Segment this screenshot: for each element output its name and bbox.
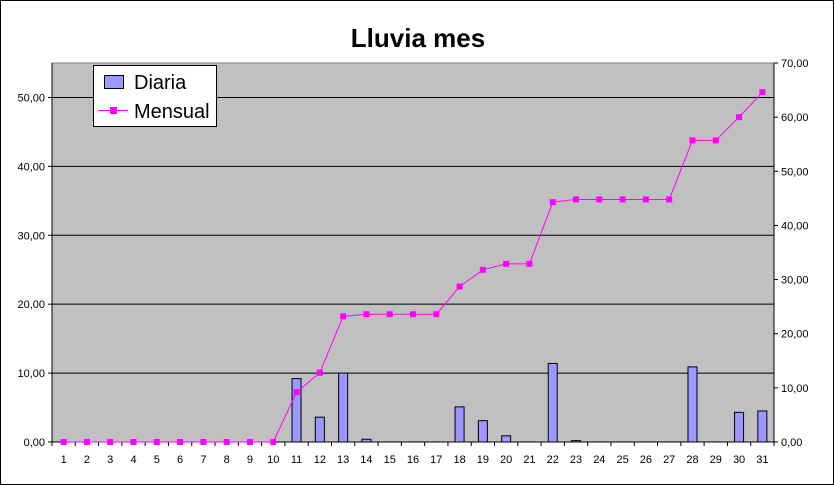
x-tick-label: 21 bbox=[523, 454, 535, 466]
bar-diaria bbox=[757, 410, 768, 443]
point-mensual bbox=[200, 439, 207, 445]
x-tick-label: 8 bbox=[224, 454, 230, 466]
x-tick-label: 15 bbox=[384, 454, 396, 466]
x-tick-label: 30 bbox=[733, 454, 745, 466]
point-mensual bbox=[340, 313, 347, 320]
legend-swatch-diaria bbox=[104, 75, 124, 89]
y-left-tick-label: 30,00 bbox=[17, 230, 45, 242]
x-tick-label: 23 bbox=[570, 454, 582, 466]
x-tick-label: 9 bbox=[247, 454, 253, 466]
point-mensual bbox=[293, 389, 300, 396]
point-mensual bbox=[363, 311, 370, 318]
y-right-tick-label: 10,00 bbox=[781, 383, 809, 395]
bar-diaria bbox=[547, 362, 558, 443]
bar-diaria bbox=[338, 372, 349, 443]
bar-diaria bbox=[291, 378, 302, 443]
point-mensual bbox=[642, 196, 649, 203]
point-mensual bbox=[526, 260, 533, 267]
x-tick-label: 29 bbox=[710, 454, 722, 466]
y-right-tick-label: 60,00 bbox=[781, 112, 809, 124]
point-mensual bbox=[60, 439, 67, 445]
x-tick-label: 28 bbox=[686, 454, 698, 466]
bar-diaria bbox=[501, 435, 512, 443]
x-tick-label: 6 bbox=[177, 454, 183, 466]
point-mensual bbox=[479, 266, 486, 273]
bar-diaria bbox=[477, 420, 488, 443]
x-tick-label: 19 bbox=[477, 454, 489, 466]
point-mensual bbox=[177, 439, 184, 445]
x-tick-label: 18 bbox=[453, 454, 465, 466]
point-mensual bbox=[503, 260, 510, 267]
x-tick-label: 24 bbox=[593, 454, 605, 466]
x-tick-label: 17 bbox=[430, 454, 442, 466]
y-right-tick-label: 70,00 bbox=[781, 58, 809, 70]
x-tick-label: 31 bbox=[756, 454, 768, 466]
y-right-tick-label: 50,00 bbox=[781, 166, 809, 178]
y-right-tick-label: 30,00 bbox=[781, 275, 809, 287]
bar-diaria bbox=[361, 438, 372, 443]
point-mensual bbox=[386, 311, 393, 318]
x-tick-label: 3 bbox=[107, 454, 113, 466]
y-left-tick-label: 20,00 bbox=[17, 299, 45, 311]
point-mensual bbox=[83, 439, 90, 445]
legend-item-diaria: Diaria bbox=[94, 70, 218, 96]
legend-swatch-marker-mensual bbox=[110, 107, 117, 114]
y-left-tick-label: 0,00 bbox=[24, 437, 45, 449]
bar-diaria bbox=[687, 366, 698, 443]
point-mensual bbox=[433, 311, 440, 318]
point-mensual bbox=[596, 196, 603, 203]
point-mensual bbox=[689, 137, 696, 144]
point-mensual bbox=[130, 439, 137, 445]
x-tick-label: 22 bbox=[547, 454, 559, 466]
point-mensual bbox=[736, 114, 743, 121]
x-tick-label: 14 bbox=[360, 454, 372, 466]
chart-title: Lluvia mes bbox=[350, 23, 486, 53]
x-tick-label: 16 bbox=[407, 454, 419, 466]
legend: Diaria Mensual bbox=[93, 65, 217, 127]
point-mensual bbox=[270, 439, 277, 445]
y-right-tick-label: 20,00 bbox=[781, 329, 809, 341]
point-mensual bbox=[246, 439, 253, 445]
point-mensual bbox=[619, 196, 626, 203]
legend-label-diaria: Diaria bbox=[134, 72, 187, 94]
x-tick-label: 12 bbox=[314, 454, 326, 466]
bar-diaria bbox=[314, 416, 325, 443]
x-tick-label: 26 bbox=[640, 454, 652, 466]
point-mensual bbox=[153, 439, 160, 445]
y-right-tick-label: 40,00 bbox=[781, 220, 809, 232]
point-mensual bbox=[410, 311, 416, 318]
x-tick-label: 25 bbox=[616, 454, 628, 466]
legend-label-mensual: Mensual bbox=[134, 101, 210, 123]
bar-diaria bbox=[571, 440, 582, 443]
x-tick-label: 20 bbox=[500, 454, 512, 466]
x-tick-label: 13 bbox=[337, 454, 349, 466]
point-mensual bbox=[456, 283, 463, 290]
bar-diaria bbox=[734, 411, 745, 443]
point-mensual bbox=[316, 369, 323, 376]
y-right-tick-label: 0,00 bbox=[781, 437, 802, 449]
point-mensual bbox=[759, 89, 766, 96]
x-tick-label: 10 bbox=[267, 454, 279, 466]
x-tick-label: 5 bbox=[154, 454, 160, 466]
point-mensual bbox=[107, 439, 114, 445]
y-left-tick-label: 10,00 bbox=[17, 368, 45, 380]
point-mensual bbox=[223, 439, 230, 445]
point-mensual bbox=[666, 196, 673, 203]
legend-item-mensual: Mensual bbox=[94, 99, 218, 125]
y-left-tick-label: 50,00 bbox=[17, 92, 45, 104]
y-left-tick-label: 40,00 bbox=[17, 161, 45, 173]
point-mensual bbox=[549, 199, 556, 206]
x-tick-label: 2 bbox=[84, 454, 90, 466]
x-tick-label: 11 bbox=[291, 454, 302, 466]
point-mensual bbox=[573, 196, 580, 203]
x-tick-label: 1 bbox=[61, 454, 67, 466]
x-tick-label: 27 bbox=[663, 454, 675, 466]
x-tick-label: 4 bbox=[130, 454, 136, 466]
x-tick-label: 7 bbox=[200, 454, 206, 466]
point-mensual bbox=[712, 137, 719, 144]
bar-diaria bbox=[454, 406, 465, 443]
